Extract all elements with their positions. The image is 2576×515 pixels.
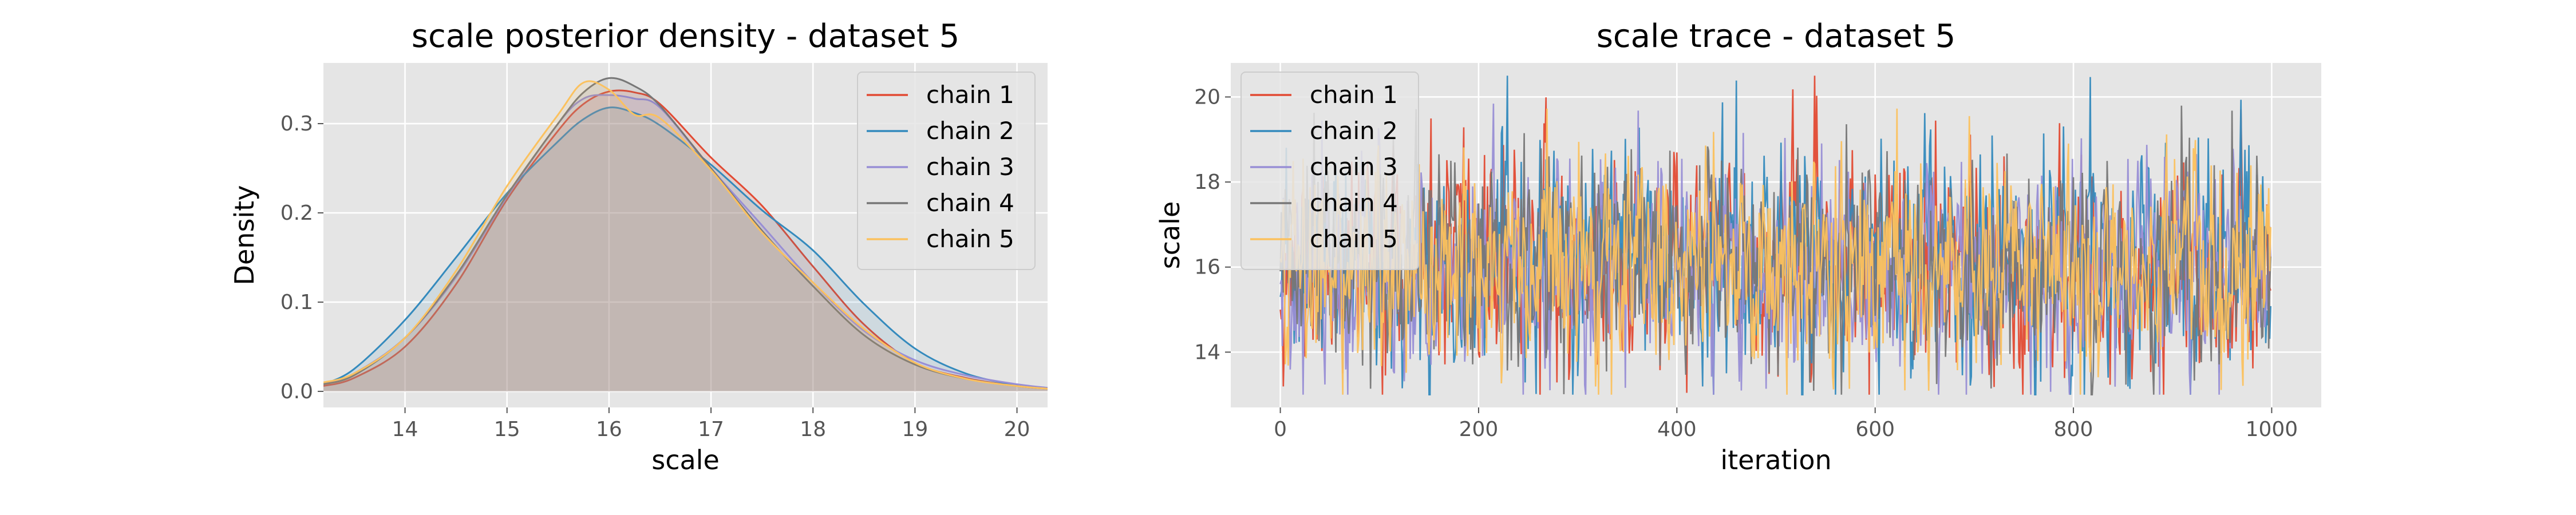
series-group [1279, 76, 2271, 396]
x-tick-label: 600 [1855, 418, 1895, 441]
y-tick-label: 0.0 [280, 380, 313, 403]
chart-title: scale posterior density - dataset 5 [412, 18, 959, 55]
x-tick-label: 15 [494, 418, 520, 441]
legend-label: chain 2 [926, 117, 1014, 145]
legend-box [857, 72, 1036, 270]
x-tick-label: 18 [800, 418, 826, 441]
y-tick-label: 20 [1194, 85, 1220, 109]
y-tick-label: 0.2 [280, 201, 313, 225]
chart-title: scale trace - dataset 5 [1597, 18, 1956, 55]
x-tick-label: 14 [392, 418, 418, 441]
y-tick-label: 14 [1194, 340, 1220, 364]
y-axis-label: Density [229, 185, 260, 286]
x-tick-label: 17 [698, 418, 724, 441]
y-tick-label: 0.3 [280, 112, 313, 136]
x-tick-label: 400 [1657, 418, 1697, 441]
legend-box [1240, 72, 1419, 270]
density-line-chain-3 [323, 94, 1048, 389]
legend-label: chain 5 [1310, 225, 1398, 253]
y-tick-label: 18 [1194, 171, 1220, 194]
density-panel: 14 15 16 17 18 19 20 0.0 0.1 0.2 0.3 scale posterio… [229, 18, 1048, 476]
x-axis-label: iteration [1720, 445, 1831, 476]
legend-label: chain 2 [1310, 117, 1398, 145]
x-tick-label: 19 [902, 418, 928, 441]
x-axis-label: scale [651, 445, 720, 476]
density-fill [323, 78, 1048, 391]
y-tick-label: 0.1 [280, 291, 313, 314]
density-fill [323, 81, 1048, 391]
density-fill [323, 107, 1048, 391]
density-line-chain-2 [323, 106, 1048, 390]
x-tick-label: 1000 [2246, 418, 2298, 441]
legend-label: chain 4 [926, 189, 1014, 217]
legend-label: chain 1 [1310, 81, 1398, 109]
trace-panel: 0 200 400 600 800 1000 14 16 18 20 scale trace - d… [1155, 18, 2321, 476]
series-group [323, 77, 1048, 391]
legend-label: chain 3 [1310, 153, 1398, 181]
density-line-chain-5 [323, 80, 1048, 390]
x-tick-label: 0 [1274, 418, 1287, 441]
trace-line-chain-5 [1279, 108, 2271, 395]
x-tick-label: 800 [2054, 418, 2093, 441]
legend-label: chain 4 [1310, 189, 1398, 217]
legend-label: chain 3 [926, 153, 1014, 181]
x-tick-label: 16 [596, 418, 622, 441]
density-fill [323, 94, 1048, 391]
legend-label: chain 1 [926, 81, 1014, 109]
x-tick-label: 200 [1459, 418, 1499, 441]
y-tick-label: 16 [1194, 256, 1220, 279]
density-fill [323, 90, 1048, 391]
x-tick-label: 20 [1004, 418, 1030, 441]
density-line-chain-4 [323, 77, 1048, 390]
legend-label: chain 5 [926, 225, 1014, 253]
y-axis-label: scale [1155, 201, 1186, 270]
